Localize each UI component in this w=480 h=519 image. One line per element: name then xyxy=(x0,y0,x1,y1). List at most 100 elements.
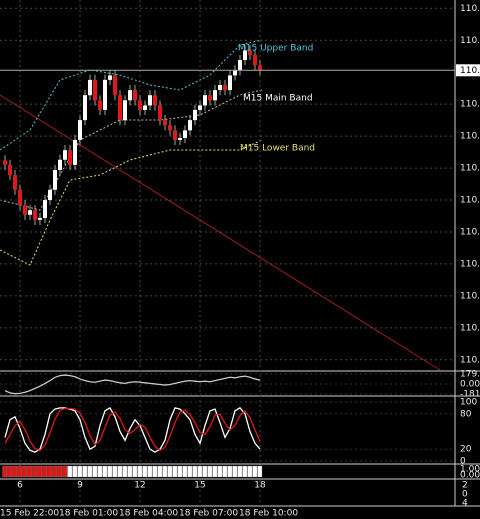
index-label: 18 xyxy=(254,481,266,491)
candle-body xyxy=(88,79,92,96)
y-tick-label: 110. xyxy=(460,291,480,301)
candle-body xyxy=(163,120,167,126)
state-block xyxy=(52,465,58,478)
candle-body xyxy=(73,139,77,165)
state-block xyxy=(217,465,223,478)
candle-body xyxy=(8,164,12,176)
indicator-line xyxy=(4,374,261,395)
state-block xyxy=(207,465,213,478)
state-block xyxy=(127,465,133,478)
state-block xyxy=(187,465,193,478)
candle-body xyxy=(63,150,67,160)
main-band xyxy=(0,89,263,211)
state-block xyxy=(82,465,88,478)
candle-body xyxy=(188,120,192,131)
state-block xyxy=(162,465,168,478)
y-tick-label: 20 xyxy=(460,445,472,455)
y-tick-label: 110. xyxy=(460,36,480,46)
candle-body xyxy=(148,95,152,106)
last-price-box xyxy=(456,64,480,77)
candle-body xyxy=(103,79,107,110)
y-tick-label: -181. xyxy=(460,390,480,400)
state-block xyxy=(132,465,138,478)
y-tick-label: 110. xyxy=(460,196,480,206)
state-block xyxy=(202,465,208,478)
candle-body xyxy=(178,138,182,140)
candle-body xyxy=(68,150,72,165)
candle-body xyxy=(38,217,42,220)
state-block xyxy=(117,465,123,478)
candle-body xyxy=(108,75,112,80)
state-block xyxy=(102,465,108,478)
candle-body xyxy=(28,210,32,215)
state-block xyxy=(7,465,13,478)
candle-body xyxy=(43,200,47,218)
y-tick-label: 110. xyxy=(460,4,480,14)
side-label: 2 xyxy=(462,481,468,491)
state-block xyxy=(142,465,148,478)
candle-body xyxy=(203,95,207,106)
state-block xyxy=(197,465,203,478)
index-label: 12 xyxy=(134,481,145,491)
candle-body xyxy=(83,95,87,121)
y-tick-label: 110. xyxy=(460,323,480,333)
index-label: 15 xyxy=(194,481,205,491)
state-block xyxy=(47,465,53,478)
state-block xyxy=(107,465,113,478)
candle-body xyxy=(78,120,82,140)
y-tick-label: 1.00 xyxy=(460,465,480,475)
candle-body xyxy=(198,105,202,110)
x-tick-label: 18 Feb 10:00 xyxy=(239,509,298,519)
candle-body xyxy=(128,90,132,101)
candle-body xyxy=(158,105,162,121)
y-tick-label: 110. xyxy=(460,355,480,365)
state-block xyxy=(137,465,143,478)
state-block xyxy=(22,465,28,478)
y-tick-label: 110. xyxy=(460,164,480,174)
x-tick-label: 18 Feb 07:00 xyxy=(179,509,238,519)
side-label: 0 xyxy=(462,490,468,500)
indicator-line xyxy=(4,407,261,453)
y-tick-label: 110. xyxy=(460,227,480,237)
state-block xyxy=(152,465,158,478)
state-block xyxy=(92,465,98,478)
candle-body xyxy=(238,60,242,71)
state-block xyxy=(112,465,118,478)
state-block xyxy=(157,465,163,478)
indicator-line xyxy=(4,407,261,452)
state-block xyxy=(77,465,83,478)
state-block xyxy=(172,465,178,478)
candle-body xyxy=(193,109,197,121)
candle-body xyxy=(123,100,127,121)
y-tick-label: 0.00 xyxy=(460,379,480,389)
state-block xyxy=(37,465,43,478)
y-tick-label: 0 xyxy=(460,457,466,467)
state-block xyxy=(27,465,33,478)
state-block xyxy=(147,465,153,478)
state-block xyxy=(177,465,183,478)
state-block xyxy=(2,465,8,478)
upper-band xyxy=(0,39,263,151)
band-label: M15 Main Band xyxy=(243,94,313,104)
candle-body xyxy=(233,70,237,76)
candle-body xyxy=(223,84,227,91)
y-tick-label: 80 xyxy=(460,409,472,419)
candle-body xyxy=(58,159,62,170)
candle-body xyxy=(93,79,97,101)
index-label: 6 xyxy=(17,481,23,491)
x-tick-label: 18 Feb 01:00 xyxy=(59,509,118,519)
state-block xyxy=(97,465,103,478)
band-label: M15 Lower Band xyxy=(240,144,315,154)
state-block xyxy=(257,465,263,478)
candle-body xyxy=(208,95,212,101)
state-block xyxy=(12,465,18,478)
band-label: M15 Upper Band xyxy=(238,44,313,54)
candle-body xyxy=(258,65,262,71)
state-block xyxy=(67,465,73,478)
candle-body xyxy=(3,160,7,165)
x-tick-label: 18 Feb 04:00 xyxy=(119,509,178,519)
index-label: 9 xyxy=(77,481,83,491)
state-block xyxy=(182,465,188,478)
state-block xyxy=(72,465,78,478)
